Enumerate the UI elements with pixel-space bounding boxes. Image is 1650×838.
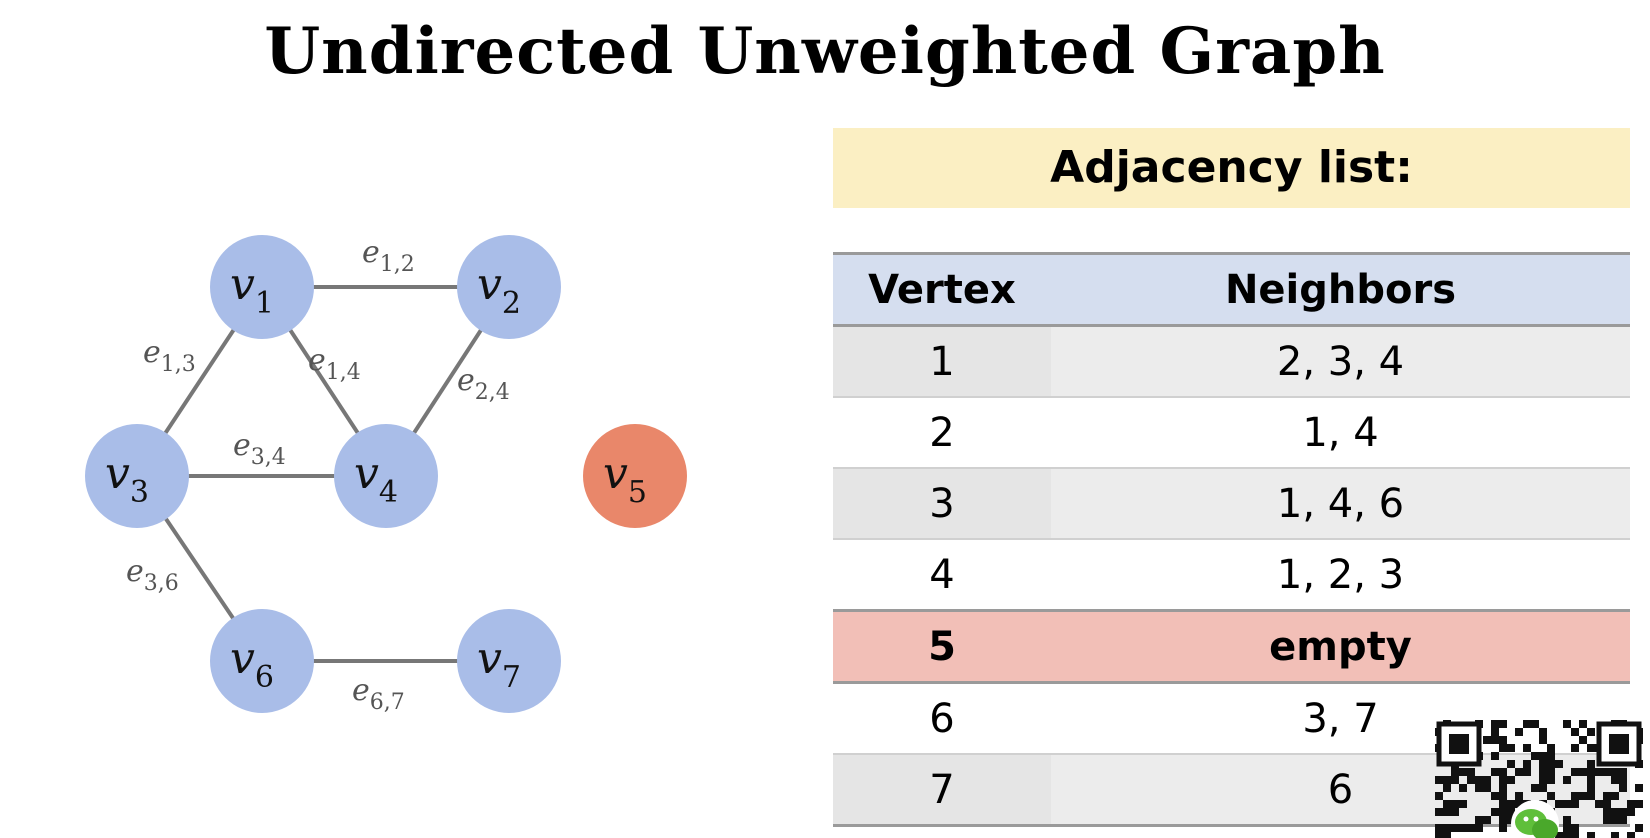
vertex-cell: 2: [833, 397, 1051, 469]
table-row: 5 empty: [833, 609, 1630, 684]
neighbors-cell: 1, 4: [1051, 397, 1630, 469]
neighbors-cell: empty: [1051, 609, 1630, 684]
node-v1: v1: [210, 235, 314, 339]
adjacency-list-heading: Adjacency list:: [833, 128, 1630, 208]
node-label-v5: v5: [603, 448, 647, 510]
neighbors-cell: 1, 4, 6: [1051, 468, 1630, 540]
wechat-icon: [1511, 800, 1559, 838]
edge-label-v1-v2: e1,2: [362, 235, 415, 277]
vertex-cell: 4: [833, 539, 1051, 612]
table-row: 4 1, 2, 3: [833, 539, 1630, 612]
vertex-cell: 5: [833, 609, 1051, 684]
node-v2: v2: [457, 235, 561, 339]
vertex-cell: 1: [833, 325, 1051, 398]
nodes-layer: v1 v2 v3 v4 v5 v6 v7: [85, 235, 687, 713]
edge-labels-layer: e1,2 e1,3 e1,4 e2,4 e3,4 e3,6 e6,7: [126, 235, 510, 715]
node-v3: v3: [85, 424, 189, 528]
node-circle-v5: [583, 424, 687, 528]
node-circle-v1: [210, 235, 314, 339]
edge-label-v2-v4: e2,4: [457, 363, 510, 405]
edge-label-v1-v4: e1,4: [308, 343, 361, 385]
node-v6: v6: [210, 609, 314, 713]
table-row: 3 1, 4, 6: [833, 468, 1630, 540]
table-row: 1 2, 3, 4: [833, 325, 1630, 398]
vertex-cell: 7: [833, 754, 1051, 827]
qr-code-graphic: [1435, 720, 1643, 838]
node-label-v1: v1: [230, 259, 274, 321]
adjacency-table-body: 1 2, 3, 4 2 1, 4 3 1, 4, 6 4 1, 2, 3 5 empty 6 3, 7…: [833, 325, 1630, 827]
node-label-v3: v3: [105, 448, 149, 510]
edge-label-v3-v4: e3,4: [233, 428, 286, 470]
neighbors-cell: 1, 2, 3: [1051, 539, 1630, 612]
page-title: Undirected Unweighted Graph: [264, 14, 1386, 89]
node-circle-v4: [334, 424, 438, 528]
table-row: 2 1, 4: [833, 397, 1630, 469]
qr-code-icon: [1435, 720, 1643, 838]
neighbors-column-header: Neighbors: [1051, 253, 1630, 327]
vertex-cell: 3: [833, 468, 1051, 540]
neighbors-cell: 2, 3, 4: [1051, 325, 1630, 398]
node-circle-v6: [210, 609, 314, 713]
vertex-column-header: Vertex: [833, 253, 1051, 327]
node-label-v2: v2: [477, 259, 521, 321]
node-circle-v7: [457, 609, 561, 713]
edge-label-v6-v7: e6,7: [352, 673, 405, 715]
table-header-row: Vertex Neighbors: [833, 253, 1630, 327]
node-v7: v7: [457, 609, 561, 713]
node-circle-v2: [457, 235, 561, 339]
edge-label-v3-v6: e3,6: [126, 554, 179, 596]
node-v5: v5: [583, 424, 687, 528]
neighbors-cell: 3, 7: [1051, 682, 1630, 755]
node-label-v4: v4: [354, 448, 398, 510]
node-label-v6: v6: [230, 633, 274, 695]
node-label-v7: v7: [477, 633, 521, 695]
edge-label-v1-v3: e1,3: [143, 335, 196, 377]
vertex-cell: 6: [833, 682, 1051, 755]
node-circle-v3: [85, 424, 189, 528]
node-v4: v4: [334, 424, 438, 528]
table-row: 6 3, 7: [833, 682, 1630, 755]
